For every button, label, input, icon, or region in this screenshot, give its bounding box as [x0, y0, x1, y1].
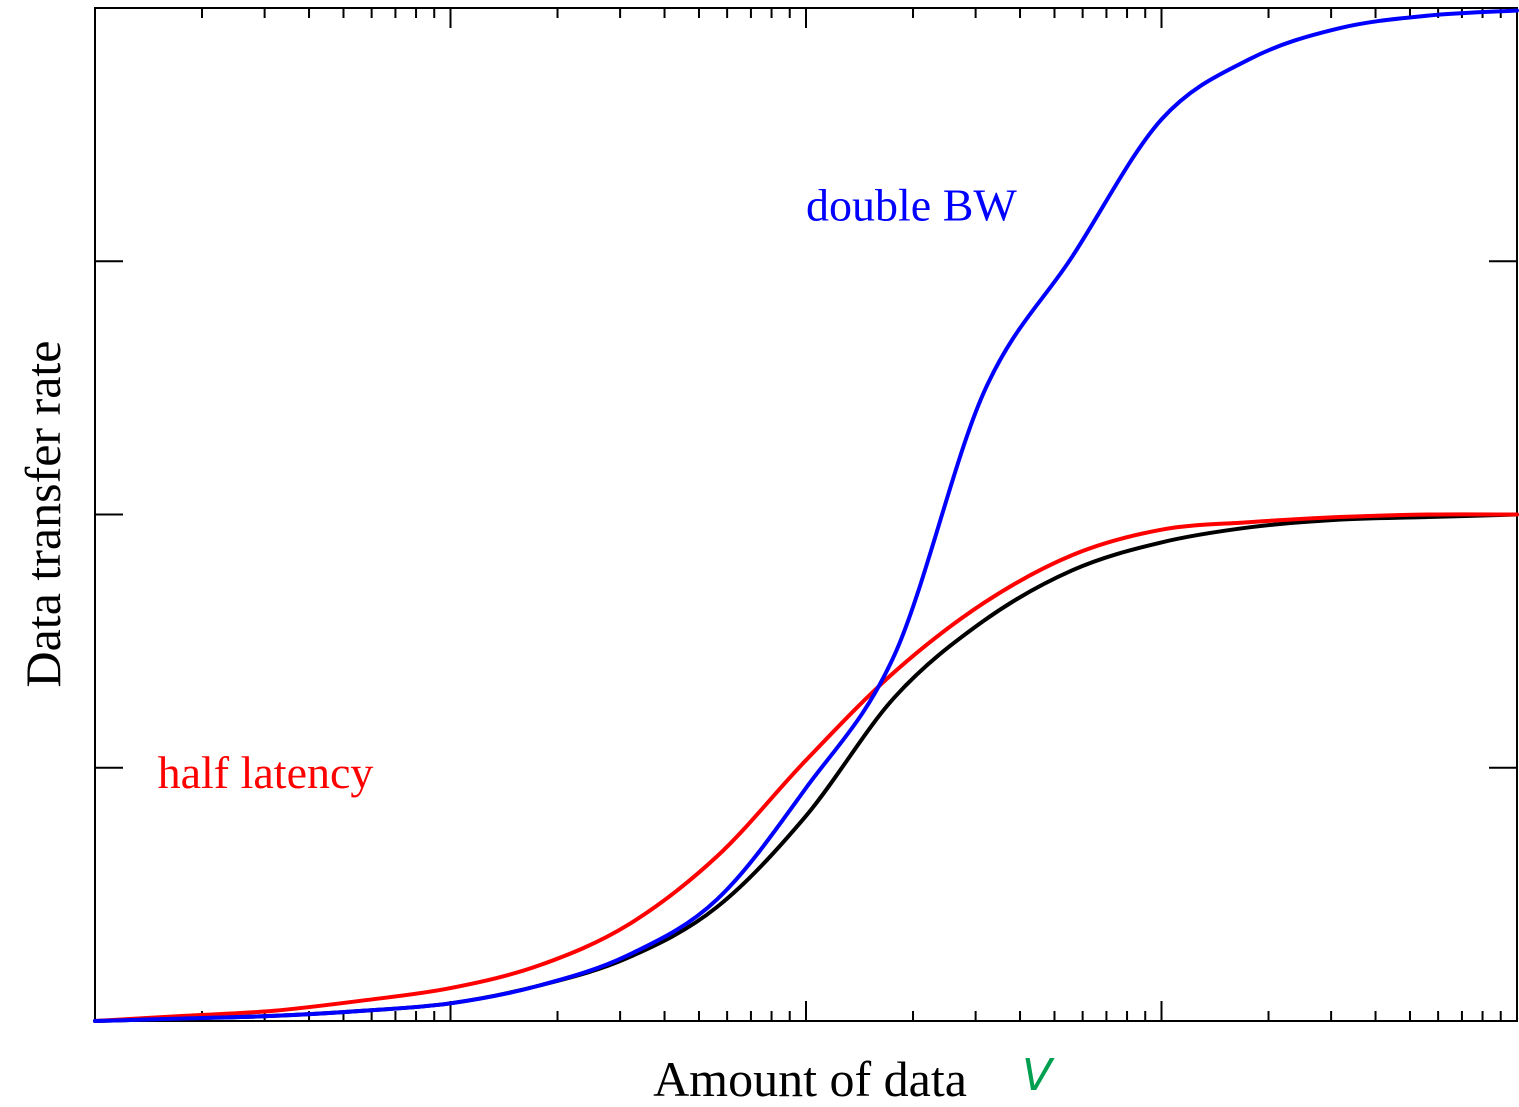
series-line-blue: [95, 11, 1517, 1022]
y-axis-title: Data transfer rate: [15, 341, 71, 688]
annotation-double-bw: double BW: [806, 180, 1017, 231]
plot-frame: [95, 8, 1517, 1021]
annotation-half-latency: half latency: [158, 747, 374, 798]
series-layer: [95, 11, 1517, 1022]
x-axis-variable: V: [1022, 1050, 1055, 1101]
x-axis-title: Amount of data: [653, 1051, 967, 1107]
axis-ticks: [95, 8, 1517, 1021]
